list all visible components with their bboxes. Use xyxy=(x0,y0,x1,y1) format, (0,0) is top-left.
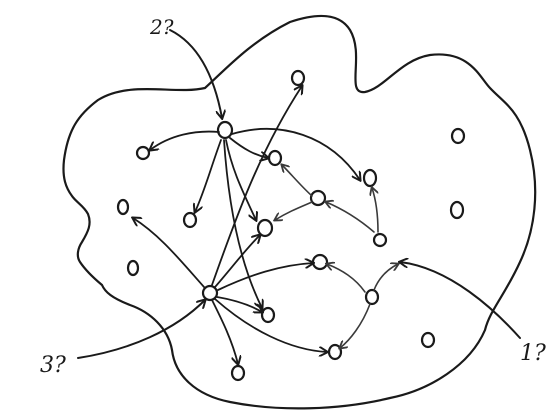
edges-right-cluster xyxy=(275,165,398,348)
node xyxy=(309,189,327,207)
node xyxy=(182,211,198,229)
node xyxy=(364,288,380,306)
network-nodes xyxy=(116,69,466,382)
edges-hub-top xyxy=(150,128,360,308)
node xyxy=(201,284,219,302)
head-outline xyxy=(62,14,537,410)
node xyxy=(135,145,151,161)
node xyxy=(260,306,276,324)
node xyxy=(256,218,274,238)
node xyxy=(362,168,378,188)
node xyxy=(216,120,234,140)
edges-hub-bottom xyxy=(133,86,327,364)
label-source-1: 1? xyxy=(520,341,546,366)
node xyxy=(420,331,436,349)
source-1-arrow xyxy=(400,262,521,339)
node xyxy=(126,259,140,277)
node xyxy=(327,343,343,361)
label-source-2: 2? xyxy=(149,15,174,39)
node xyxy=(290,69,306,87)
node xyxy=(450,127,466,145)
node xyxy=(311,253,329,271)
label-source-3: 3? xyxy=(40,353,66,378)
node xyxy=(230,364,246,382)
source-2-arrow xyxy=(169,29,222,118)
node xyxy=(267,149,283,167)
node xyxy=(449,200,465,220)
node xyxy=(116,198,130,216)
source-arrows xyxy=(77,29,521,359)
source-3-arrow xyxy=(77,300,205,359)
node xyxy=(372,232,388,248)
